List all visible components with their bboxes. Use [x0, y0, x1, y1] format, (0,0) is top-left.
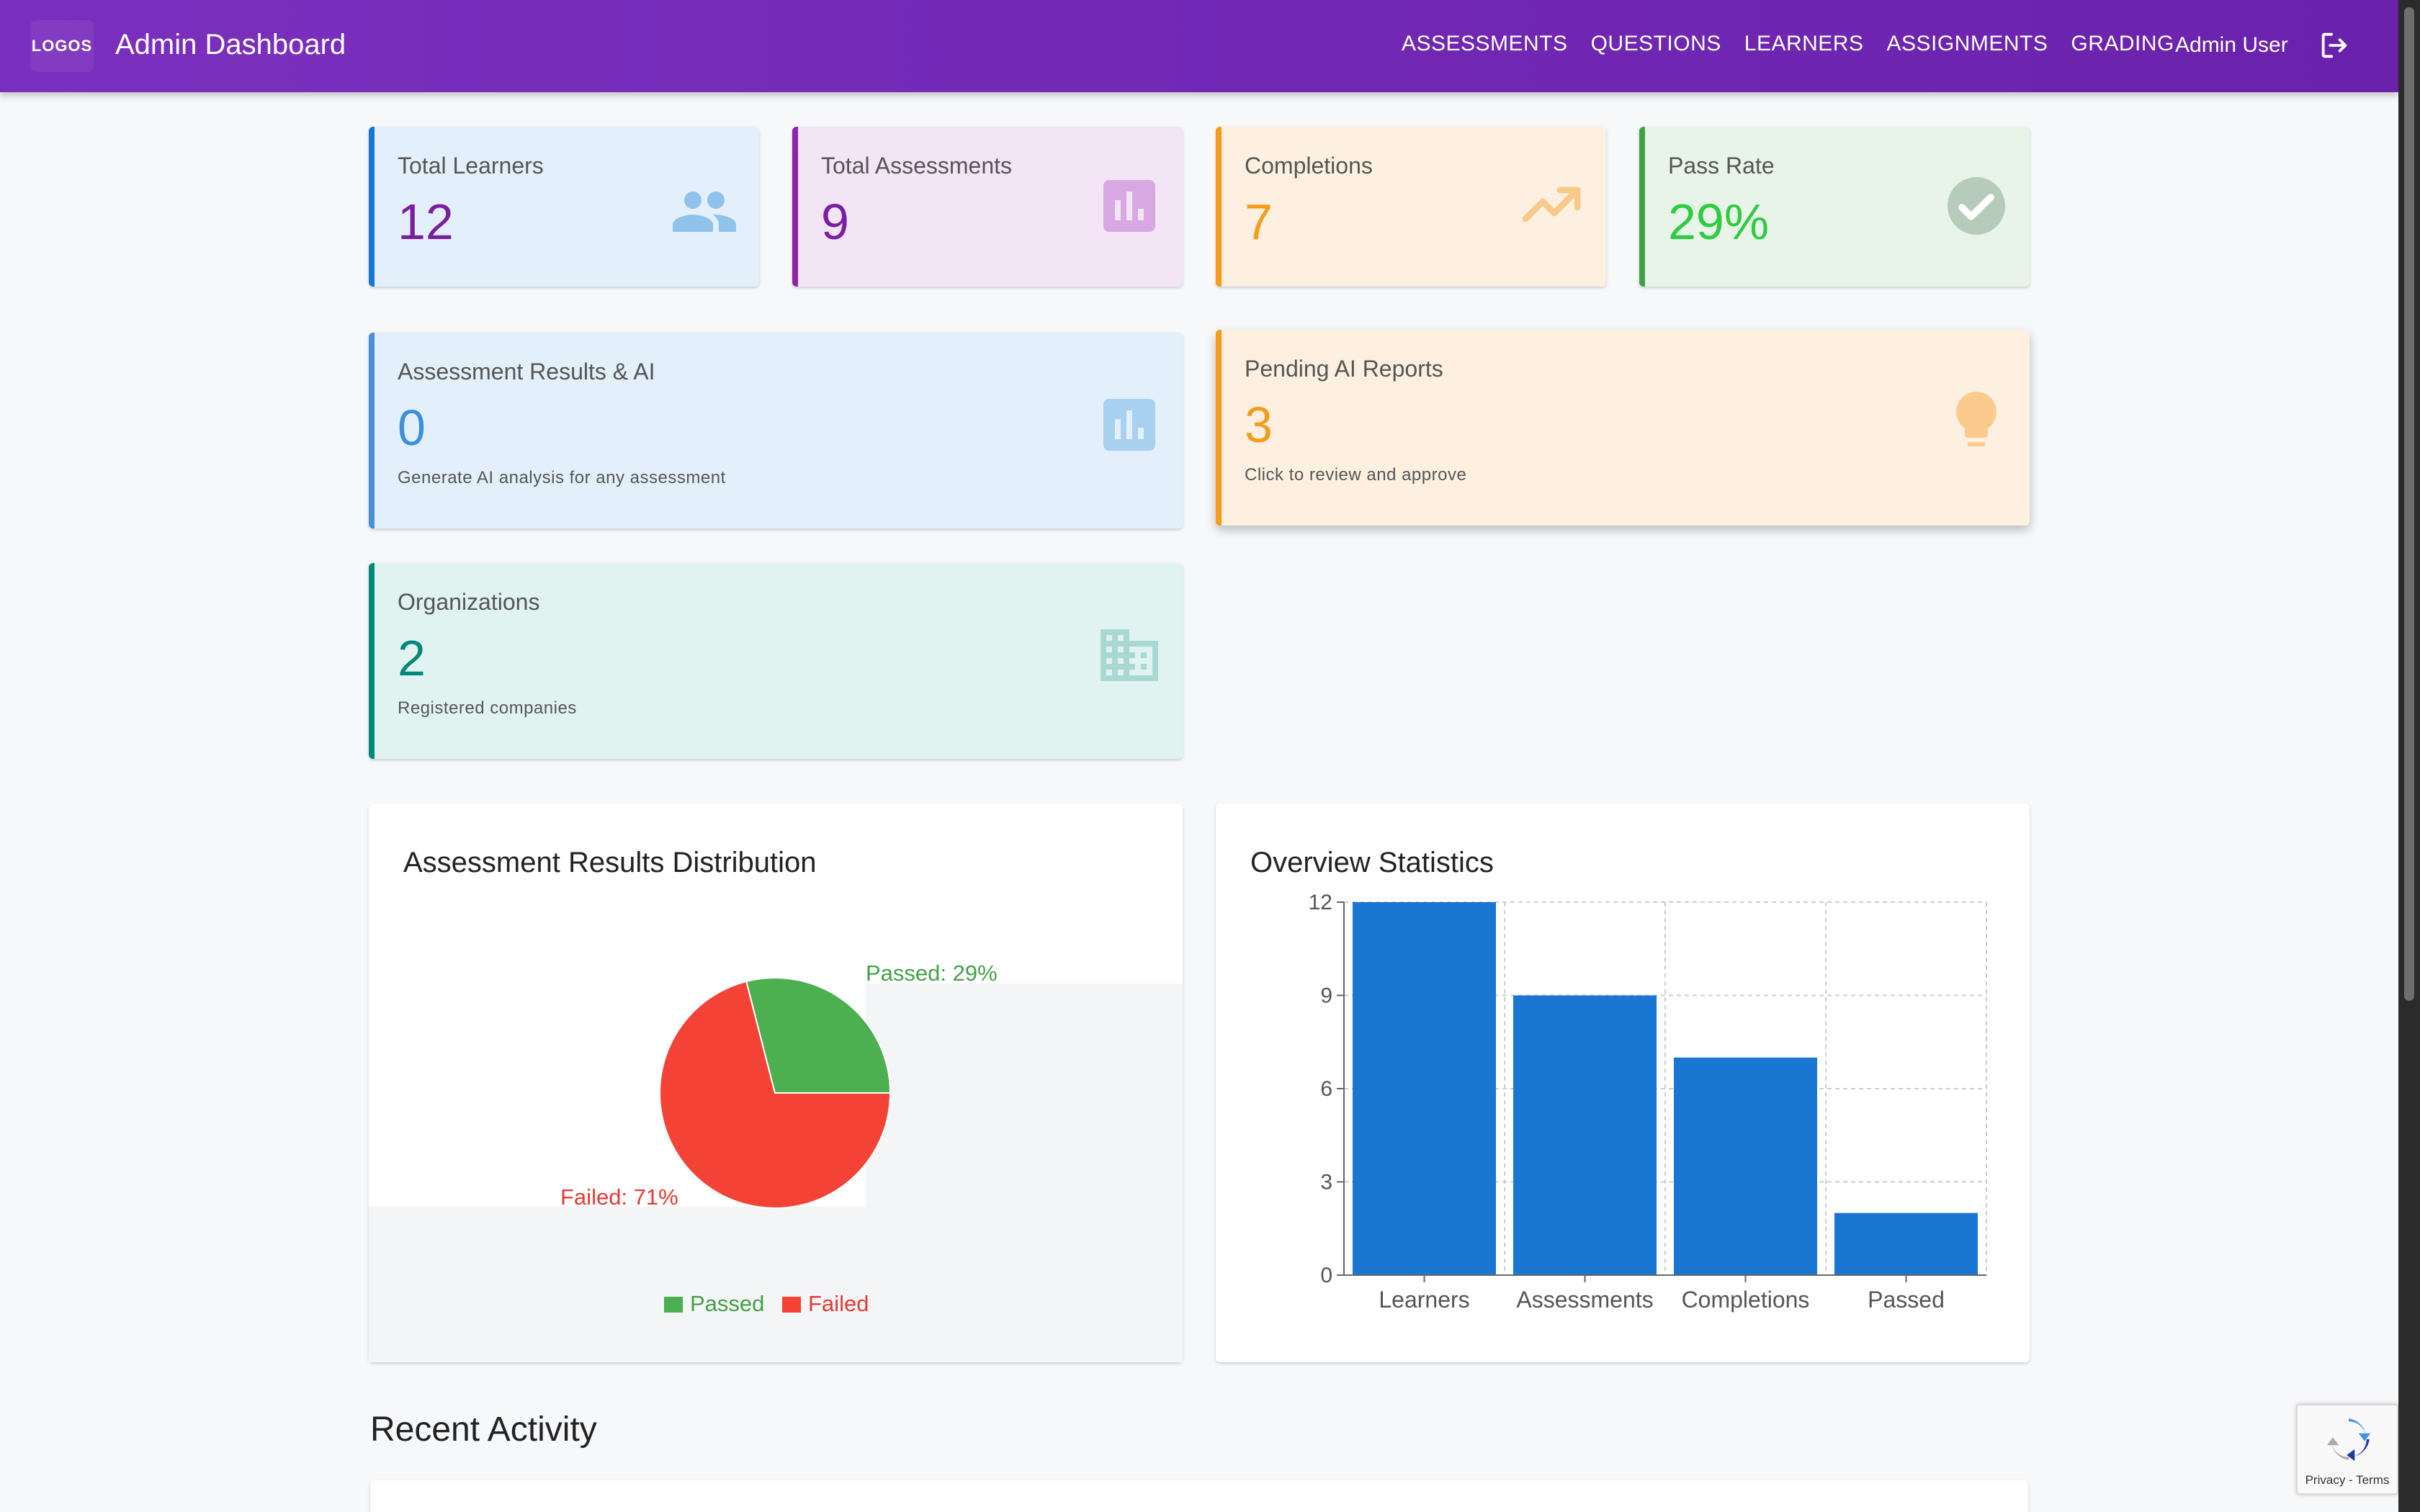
nav-assignments[interactable]: ASSIGNMENTS: [1886, 32, 2048, 55]
check-circle-icon: [1948, 177, 2005, 235]
scrollbar-thumb[interactable]: [2404, 7, 2414, 1001]
card-value: 2: [398, 630, 426, 686]
x-tick-label: Completions: [1682, 1287, 1810, 1313]
recent-activity-title: Recent Activity: [370, 1410, 597, 1449]
stat-card-learners[interactable]: Total Learners 12: [369, 127, 759, 287]
stat-title: Pass Rate: [1668, 153, 1775, 179]
trending-up-icon: [1522, 186, 1581, 222]
card-value: 0: [398, 400, 426, 456]
x-tick-label: Passed: [1868, 1287, 1945, 1313]
organizations-card[interactable]: Organizations 2 Registered companies: [369, 563, 1183, 759]
y-tick-label: 0: [1320, 1264, 1332, 1287]
lightbulb-icon: [1956, 392, 1996, 446]
card-title: Assessment Results & AI: [398, 359, 655, 384]
pie-slice-failed[interactable]: [659, 980, 892, 1209]
app-logo[interactable]: LOGOS: [30, 20, 94, 72]
card-subtitle: Generate AI analysis for any assessment: [398, 468, 726, 487]
stat-value: 29%: [1668, 194, 1770, 250]
y-tick-label: 12: [1309, 891, 1332, 914]
logout-icon[interactable]: [2318, 29, 2351, 62]
stat-card-completions[interactable]: Completions 7: [1216, 127, 1606, 287]
card-value: 3: [1245, 397, 1273, 453]
bar-chart-icon: [1103, 399, 1155, 451]
app-title: Admin Dashboard: [115, 29, 346, 60]
stat-title: Completions: [1245, 153, 1373, 179]
user-name[interactable]: Admin User: [2175, 33, 2288, 57]
nav-learners[interactable]: LEARNERS: [1744, 32, 1864, 55]
pending-ai-reports-card[interactable]: Pending AI Reports 3 Click to review and…: [1216, 330, 2030, 526]
scrollbar[interactable]: [2398, 0, 2420, 1512]
panel-title: Assessment Results Distribution: [403, 847, 817, 878]
recaptcha-text[interactable]: Privacy - Terms: [2305, 1473, 2390, 1487]
nav-assessments[interactable]: ASSESSMENTS: [1402, 32, 1568, 55]
stat-value: 9: [821, 194, 849, 250]
ai-results-card[interactable]: Assessment Results & AI 0 Generate AI an…: [369, 333, 1183, 528]
panel-title: Overview Statistics: [1250, 847, 1494, 878]
legend-label-passed: Passed: [690, 1291, 764, 1316]
recaptcha-badge[interactable]: Privacy - Terms: [2296, 1404, 2398, 1495]
x-tick-label: Assessments: [1516, 1287, 1653, 1313]
y-tick-label: 3: [1320, 1171, 1332, 1194]
stat-title: Total Learners: [398, 153, 544, 179]
bar-chart-icon: [1103, 180, 1155, 232]
stat-title: Total Assessments: [821, 153, 1012, 179]
legend-swatch-passed: [664, 1297, 683, 1313]
bar-assessments[interactable]: [1513, 995, 1657, 1276]
stat-value: 7: [1245, 194, 1273, 250]
stat-card-pass-rate[interactable]: Pass Rate 29%: [1639, 127, 2030, 287]
card-subtitle: Click to review and approve: [1245, 465, 1467, 485]
legend-label-failed: Failed: [808, 1291, 869, 1316]
pie-chart: Passed: 29% Failed: 71% Passed Failed: [369, 960, 1183, 1362]
people-icon: [673, 192, 736, 232]
nav-questions[interactable]: QUESTIONS: [1590, 32, 1721, 55]
bar-passed[interactable]: [1834, 1212, 1978, 1275]
pie-slice-passed[interactable]: [745, 977, 892, 1094]
plot-background: [369, 984, 1183, 1362]
overview-statistics-panel: Overview Statistics 0 3 6 9 12 Learners Assess…: [1216, 804, 2030, 1362]
x-tick-label: Learners: [1379, 1287, 1469, 1313]
bar-completions[interactable]: [1674, 1057, 1817, 1275]
y-tick-label: 6: [1320, 1077, 1332, 1101]
card-subtitle: Registered companies: [398, 698, 577, 718]
pie-label-passed: Passed: 29%: [866, 960, 998, 986]
app-bar: LOGOS Admin Dashboard ASSESSMENTS QUESTI…: [0, 0, 2398, 92]
building-icon: [1101, 629, 1158, 681]
recent-activity-table: [370, 1480, 2028, 1512]
stat-card-assessments[interactable]: Total Assessments 9: [792, 127, 1183, 287]
recaptcha-icon: [2326, 1418, 2371, 1462]
card-title: Pending AI Reports: [1245, 356, 1443, 382]
legend-swatch-failed: [782, 1297, 801, 1313]
pie-label-failed: Failed: 71%: [560, 1184, 678, 1210]
card-title: Organizations: [398, 589, 540, 615]
bar-chart: 0 3 6 9 12 Learners Assessments Completions Pass…: [1309, 891, 1987, 1313]
y-tick-label: 9: [1320, 984, 1332, 1008]
main-nav: ASSESSMENTS QUESTIONS LEARNERS ASSIGNMEN…: [1402, 32, 2197, 56]
stat-value: 12: [398, 194, 454, 250]
results-distribution-panel: Assessment Results Distribution Passed: …: [369, 804, 1183, 1362]
bar-learners[interactable]: [1353, 902, 1496, 1275]
nav-grading[interactable]: GRADING: [2071, 32, 2174, 55]
